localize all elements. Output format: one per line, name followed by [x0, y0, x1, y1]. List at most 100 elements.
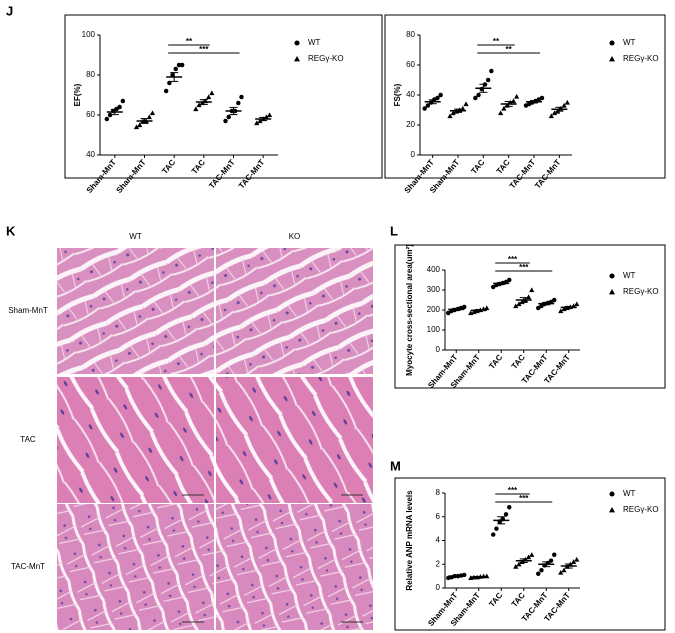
data-point [117, 104, 122, 110]
y-tick-label: 60 [406, 60, 415, 69]
significance-label: *** [508, 486, 518, 495]
data-point [514, 93, 520, 99]
data-point [494, 526, 499, 531]
x-tick-label: Sham-MnT [114, 158, 147, 195]
data-point [574, 556, 580, 562]
y-tick-label: 200 [427, 305, 441, 314]
data-point [564, 99, 570, 105]
data-point [104, 116, 110, 122]
data-point [460, 105, 466, 111]
data-point [558, 308, 564, 314]
y-tick-label: 2 [436, 559, 441, 568]
column-label: KO [289, 232, 301, 241]
data-point [176, 62, 182, 68]
data-point [570, 559, 577, 564]
x-tick-label: TAC [487, 591, 504, 609]
legend-label: REGγ-KO [623, 287, 659, 296]
significance-label: *** [508, 255, 518, 264]
y-axis-label: Myocyte cross-sectional area(um²) [405, 244, 414, 376]
data-point [536, 305, 541, 311]
y-tick-label: 8 [436, 488, 441, 497]
data-point [501, 105, 507, 111]
data-point [137, 122, 143, 128]
y-tick-label: 0 [436, 345, 441, 354]
data-point [539, 567, 544, 573]
panel-letter: L [390, 223, 398, 238]
data-point [529, 287, 535, 293]
data-point [485, 77, 491, 83]
x-tick-label: TAC [469, 158, 486, 176]
data-point [525, 554, 532, 560]
data-point [489, 68, 494, 74]
legend-label: WT [623, 271, 636, 280]
data-point [209, 90, 215, 96]
data-point [510, 98, 517, 104]
data-point [516, 561, 522, 567]
legend-label: WT [623, 38, 636, 47]
y-tick-label: 40 [406, 90, 415, 99]
significance-label: *** [519, 263, 529, 272]
y-tick-label: 40 [86, 150, 95, 159]
data-point [491, 532, 496, 537]
y-tick-label: 300 [427, 285, 441, 294]
legend-label: REGγ-KO [623, 505, 659, 514]
y-axis-label: EF(%) [73, 83, 82, 106]
data-point [120, 98, 126, 104]
y-tick-label: 60 [86, 110, 95, 119]
row-label: TAC [20, 435, 36, 444]
data-point [435, 95, 440, 101]
data-point [173, 66, 178, 72]
data-point [206, 94, 212, 100]
data-point [447, 113, 453, 119]
x-tick-label: TAC [160, 158, 177, 176]
y-tick-label: 100 [82, 30, 96, 39]
panel-letter: K [6, 223, 16, 238]
data-point [503, 512, 509, 517]
data-point [226, 114, 231, 120]
x-tick-label: TAC [510, 591, 527, 609]
data-point [266, 112, 273, 118]
x-tick-label: TAC-MnT [207, 158, 236, 191]
x-tick-label: TAC [487, 353, 504, 371]
legend-marker [609, 56, 615, 62]
data-point [558, 569, 564, 575]
data-point [498, 110, 504, 116]
data-point [107, 112, 113, 118]
data-point [446, 310, 451, 316]
y-axis-label: Relative ANP mRNA levels [405, 490, 414, 591]
legend-marker [609, 40, 615, 46]
significance-label: *** [519, 494, 529, 503]
data-point [133, 124, 140, 130]
panel-frame [394, 477, 666, 631]
data-point [561, 102, 567, 108]
data-point [193, 106, 199, 112]
y-tick-label: 80 [406, 30, 415, 39]
x-tick-label: TAC [495, 158, 512, 176]
y-tick-label: 4 [436, 536, 441, 545]
data-point [236, 100, 241, 106]
panel-letter: M [390, 458, 401, 473]
legend-marker [294, 40, 300, 46]
y-tick-label: 6 [436, 512, 441, 521]
panel-frame [384, 14, 666, 179]
data-point [529, 552, 535, 557]
data-point [536, 571, 541, 576]
data-point [473, 95, 478, 101]
histology-image [57, 504, 214, 630]
data-point [548, 113, 554, 119]
data-point [552, 552, 557, 557]
significance-label: ** [506, 45, 513, 54]
y-tick-label: 100 [427, 325, 441, 334]
y-tick-label: 0 [436, 583, 441, 592]
data-point [539, 95, 545, 101]
data-point [422, 106, 427, 111]
legend-marker [294, 56, 300, 62]
data-point [561, 567, 567, 573]
histology-image [216, 377, 373, 503]
histology-image [57, 377, 214, 503]
legend-label: REGγ-KO [623, 54, 659, 63]
row-label: Sham-MnT [8, 306, 48, 315]
legend-label: WT [623, 489, 636, 498]
data-point [425, 103, 431, 108]
